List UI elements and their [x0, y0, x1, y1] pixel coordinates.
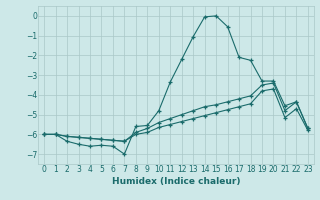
X-axis label: Humidex (Indice chaleur): Humidex (Indice chaleur) — [112, 177, 240, 186]
